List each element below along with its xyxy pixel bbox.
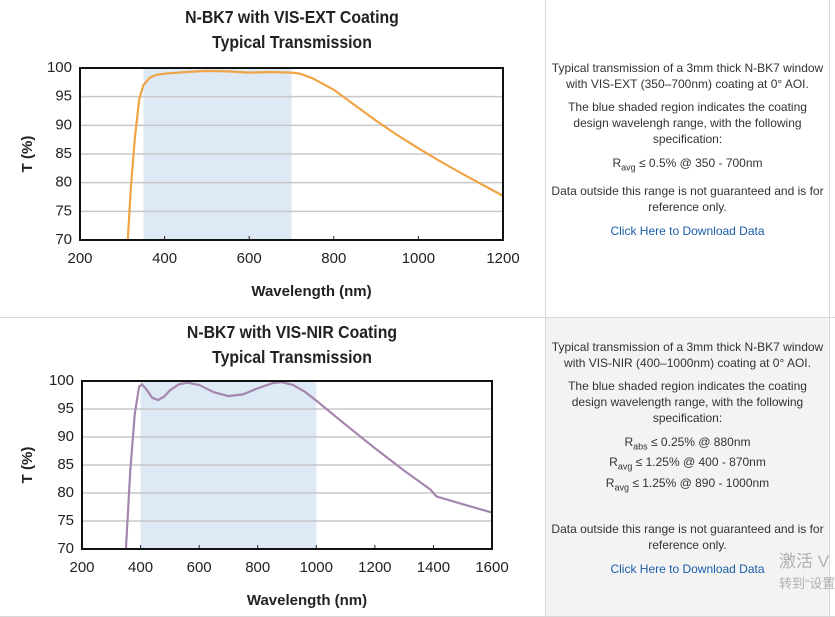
x-tick-label: 1000 bbox=[402, 250, 435, 267]
y-tick-label: 95 bbox=[57, 400, 74, 417]
chart-title: N-BK7 with VIS-EXT Coating bbox=[185, 7, 399, 27]
x-tick-label: 1200 bbox=[486, 250, 519, 267]
y-tick-label: 80 bbox=[57, 484, 74, 501]
spec-text: ≤ 0.5% @ 350 - 700nm bbox=[639, 156, 763, 170]
data-line bbox=[126, 69, 504, 241]
chart: N-BK7 with VIS-NIR Coating Typical Transm… bbox=[19, 322, 509, 609]
y-tick-label: 80 bbox=[55, 174, 72, 191]
y-axis-label: T (%) bbox=[19, 447, 36, 484]
x-tick-label: 200 bbox=[69, 559, 94, 576]
spec-subscript: avg bbox=[617, 461, 633, 472]
spec-symbol: R bbox=[605, 475, 615, 490]
download-link[interactable]: Click Here to Download Data bbox=[610, 224, 765, 239]
spec-symbol: R bbox=[612, 156, 622, 170]
x-tick-label: 600 bbox=[237, 250, 262, 267]
y-axis-label: T (%) bbox=[19, 136, 36, 173]
x-tick-label: 400 bbox=[128, 559, 153, 576]
x-tick-label: 400 bbox=[152, 250, 177, 267]
x-tick-label: 800 bbox=[245, 559, 270, 576]
description: The blue shaded region indicates the coa… bbox=[568, 100, 807, 146]
chart-subtitle: Typical Transmission bbox=[212, 32, 372, 52]
plot-frame bbox=[79, 67, 504, 241]
plot-frame bbox=[81, 380, 493, 550]
data-line bbox=[124, 380, 493, 550]
x-tick-label: 1600 bbox=[475, 559, 508, 576]
spec: Ravg ≤ 1.25% @ 400 - 870nm bbox=[550, 454, 825, 474]
chart: N-BK7 with VIS-EXT Coating Typical Transm… bbox=[19, 7, 520, 300]
spec-text: ≤ 1.25% @ 890 - 1000nm bbox=[632, 475, 770, 490]
y-tick-label: 85 bbox=[55, 145, 72, 162]
note: Data outside this range is not guarantee… bbox=[551, 522, 824, 553]
y-tick-label: 90 bbox=[55, 116, 72, 133]
spec-symbol: R bbox=[624, 435, 634, 449]
watermark: 激活 V bbox=[779, 552, 830, 571]
spec-subscript: abs bbox=[633, 441, 648, 452]
spec: Rabs ≤ 0.25% @ 880nm bbox=[550, 434, 825, 454]
x-tick-label: 200 bbox=[67, 250, 92, 267]
description: The blue shaded region indicates the coa… bbox=[568, 379, 807, 425]
description: Typical transmission of a 3mm thick N-BK… bbox=[551, 340, 824, 370]
spec-list: Rabs ≤ 0.25% @ 880nm Ravg ≤ 1.25% @ 400 -… bbox=[550, 434, 825, 495]
y-tick-label: 75 bbox=[55, 202, 72, 219]
x-tick-label: 600 bbox=[187, 559, 212, 576]
x-tick-label: 1200 bbox=[358, 559, 391, 576]
y-tick-label: 95 bbox=[55, 88, 72, 105]
info-panel: Typical transmission of a 3mm thick N-BK… bbox=[545, 318, 830, 616]
y-tick-label: 100 bbox=[49, 372, 74, 389]
y-tick-label: 70 bbox=[57, 540, 74, 557]
chart-title: N-BK7 with VIS-NIR Coating bbox=[187, 322, 397, 342]
x-tick-label: 1400 bbox=[417, 559, 450, 576]
note: Data outside this range is not guarantee… bbox=[551, 184, 824, 215]
spec: Ravg ≤ 0.5% @ 350 - 700nm bbox=[550, 155, 825, 175]
y-tick-label: 85 bbox=[57, 456, 74, 473]
y-tick-label: 100 bbox=[47, 59, 72, 76]
y-tick-label: 70 bbox=[55, 231, 72, 248]
spec-symbol: R bbox=[609, 455, 618, 470]
x-tick-label: 800 bbox=[321, 250, 346, 267]
y-tick-label: 75 bbox=[57, 512, 74, 529]
chart-row: N-BK7 with VIS-NIR Coating Typical Transm… bbox=[0, 318, 835, 617]
y-tick-label: 90 bbox=[57, 428, 74, 445]
info-panel: Typical transmission of a 3mm thick N-BK… bbox=[545, 0, 830, 317]
spec-text: ≤ 0.25% @ 880nm bbox=[651, 435, 751, 449]
watermark: 转到“设置 bbox=[779, 576, 835, 591]
spec: Ravg ≤ 1.25% @ 890 - 1000nm bbox=[550, 475, 825, 495]
spec-list: Ravg ≤ 0.5% @ 350 - 700nm bbox=[550, 155, 825, 175]
spec-subscript: avg bbox=[621, 162, 636, 173]
x-axis-label: Wavelength (nm) bbox=[247, 592, 367, 609]
spec-subscript: avg bbox=[614, 482, 629, 493]
chart-row: N-BK7 with VIS-EXT Coating Typical Transm… bbox=[0, 0, 835, 318]
spec-text: ≤ 1.25% @ 400 - 870nm bbox=[635, 455, 766, 470]
x-axis-label: Wavelength (nm) bbox=[251, 283, 371, 300]
x-tick-label: 1000 bbox=[300, 559, 333, 576]
description: Typical transmission of a 3mm thick N-BK… bbox=[551, 61, 824, 91]
chart-subtitle: Typical Transmission bbox=[212, 347, 372, 367]
download-link[interactable]: Click Here to Download Data bbox=[610, 562, 765, 577]
